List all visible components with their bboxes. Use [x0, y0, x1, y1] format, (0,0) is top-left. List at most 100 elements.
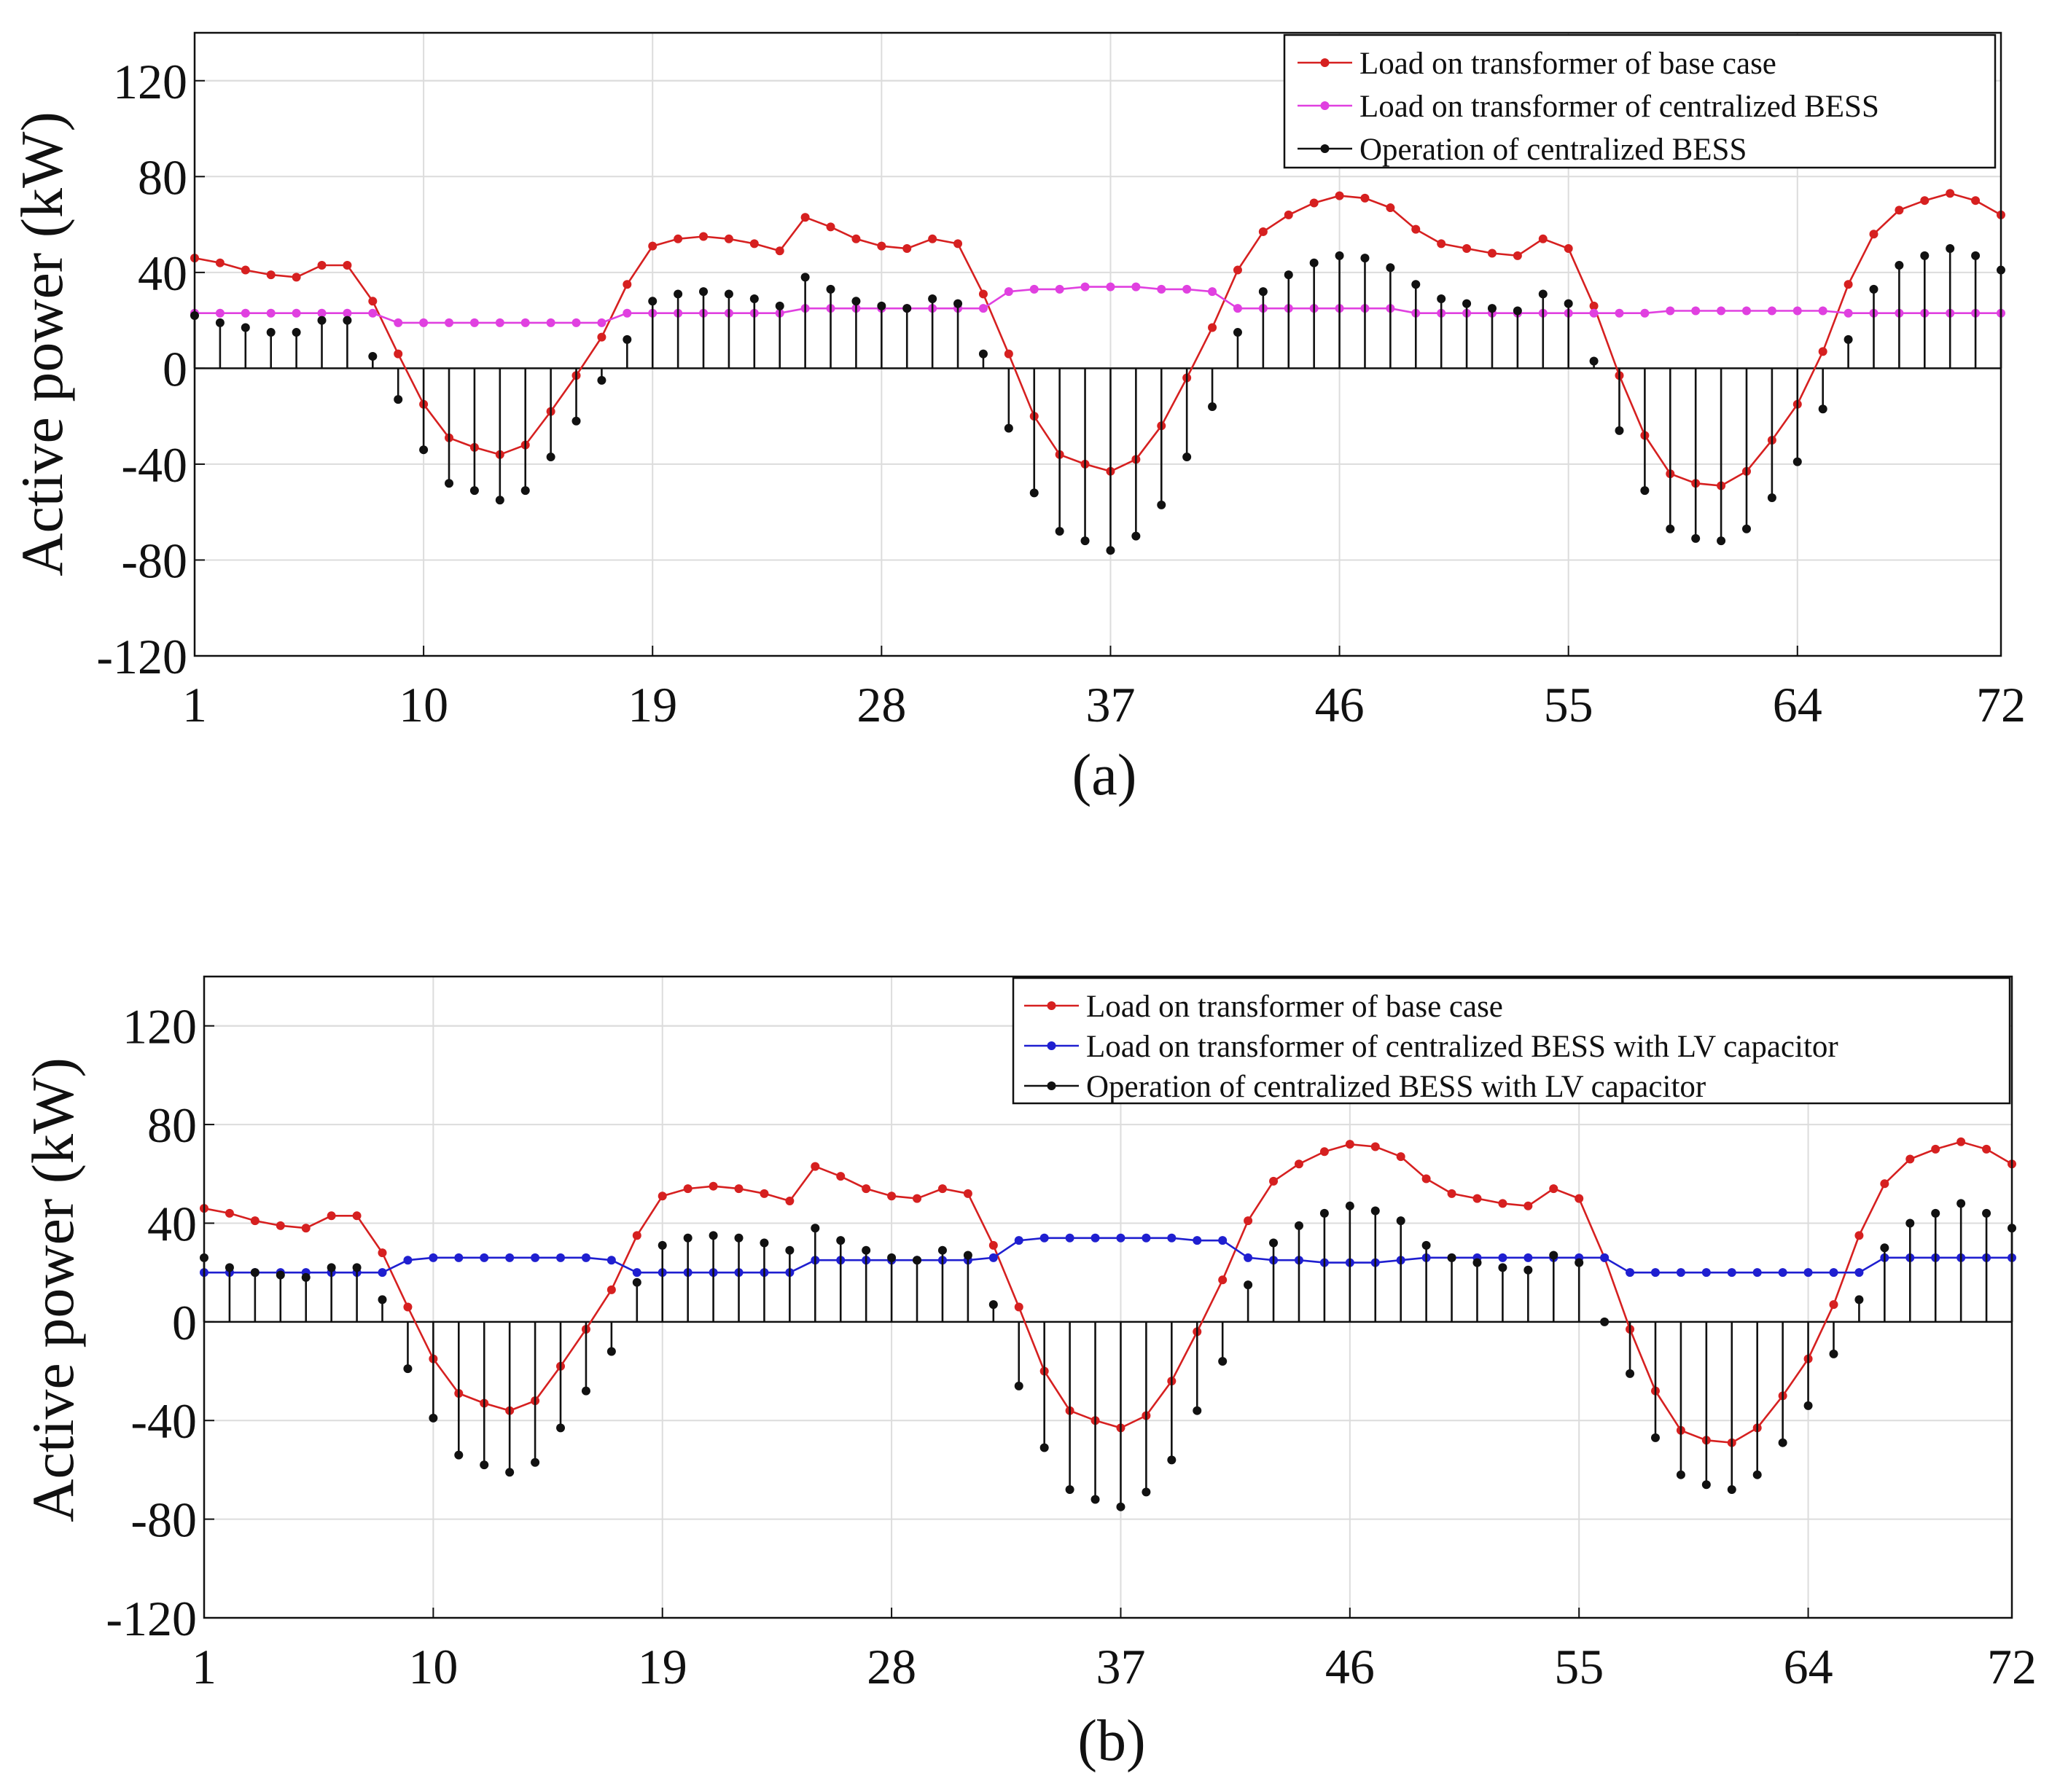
data-point	[683, 1184, 692, 1194]
stem-marker	[699, 287, 709, 297]
data-point	[403, 1302, 413, 1312]
stem-marker	[1752, 1470, 1762, 1479]
stem-marker	[597, 375, 606, 385]
stem-marker	[1335, 251, 1344, 260]
stem-marker	[1741, 524, 1751, 533]
stem-marker	[1778, 1438, 1787, 1447]
data-point	[1396, 1152, 1405, 1162]
stem-marker	[241, 323, 250, 332]
data-point	[1615, 308, 1624, 318]
stem-marker	[1208, 402, 1217, 411]
data-point	[469, 318, 479, 327]
stem-marker	[1360, 254, 1370, 263]
stem-marker	[648, 297, 658, 306]
stem-marker	[531, 1458, 540, 1467]
data-point	[1218, 1236, 1228, 1245]
data-point	[1193, 1236, 1202, 1245]
stem-marker	[469, 486, 479, 496]
legend-label: Load on transformer of base case	[1086, 990, 1503, 1024]
data-point	[378, 1248, 387, 1258]
data-point	[1869, 230, 1878, 239]
data-point	[1564, 243, 1573, 253]
stem-marker	[1956, 1199, 1966, 1208]
data-point	[851, 234, 861, 243]
data-point	[1421, 1174, 1431, 1183]
data-point	[301, 1224, 311, 1233]
data-point	[597, 318, 606, 327]
data-point	[1208, 287, 1217, 297]
data-point	[556, 1253, 566, 1262]
legend-swatch-marker	[1047, 1041, 1056, 1050]
stem-marker	[1411, 280, 1421, 289]
stem-marker	[709, 1231, 718, 1240]
stem-marker	[1691, 533, 1701, 543]
data-point	[571, 318, 581, 327]
stem-marker	[1233, 328, 1242, 337]
data-point	[520, 318, 530, 327]
legend-label: Operation of centralized BESS with LV ca…	[1086, 1070, 1706, 1104]
legend-label: Load on transformer of centralized BESS	[1359, 90, 1879, 124]
data-point	[800, 213, 810, 222]
data-point	[709, 1181, 718, 1191]
x-tick-label: 10	[399, 677, 448, 732]
stem-marker	[978, 349, 988, 359]
x-tick-label: 1	[182, 677, 207, 732]
data-point	[1854, 1231, 1864, 1240]
data-point	[327, 1211, 336, 1221]
stem-marker	[1818, 404, 1827, 414]
data-point	[378, 1268, 387, 1278]
stem-marker	[368, 351, 378, 361]
stem-marker	[292, 328, 301, 337]
data-point	[1818, 347, 1827, 356]
data-point	[953, 239, 963, 249]
stem-marker	[1498, 1263, 1507, 1272]
stem-marker	[1523, 1265, 1533, 1275]
y-tick-label: 80	[138, 149, 187, 205]
y-tick-label: -120	[106, 1591, 197, 1646]
stem-marker	[1549, 1251, 1558, 1260]
x-tick-label: 28	[867, 1639, 916, 1694]
stem-marker	[674, 289, 683, 299]
panel-b: 1 10 19 28 37 46 55 64 72 -120 -80 -40 0 40 80 120 Activ…	[20, 975, 2037, 1773]
data-point	[1284, 210, 1293, 219]
stem-marker	[343, 316, 352, 325]
data-point	[862, 1184, 871, 1194]
panel-a: 1 10 19 28 37 46 55 64 72 -120 -80 -40 0 40 80 120 Activ…	[9, 31, 2026, 807]
data-point	[1091, 1233, 1100, 1243]
x-tick-label: 64	[1784, 1639, 1833, 1694]
stem-marker	[581, 1386, 590, 1396]
data-point	[215, 308, 225, 318]
data-point	[292, 273, 301, 282]
stem-marker	[1869, 284, 1878, 294]
data-point	[1549, 1184, 1558, 1194]
data-point	[1589, 308, 1599, 318]
stem-marker	[317, 316, 327, 325]
data-point	[1931, 1144, 1940, 1154]
data-point	[1829, 1300, 1838, 1310]
stem-marker	[1080, 536, 1090, 546]
data-point	[581, 1253, 590, 1262]
stem-marker	[225, 1263, 234, 1272]
stem-marker	[1640, 486, 1650, 496]
data-point	[225, 1208, 234, 1218]
data-point	[368, 308, 378, 318]
stem-marker	[403, 1364, 413, 1374]
data-point	[250, 1216, 260, 1226]
data-point	[317, 260, 327, 270]
stem-marker	[1462, 299, 1472, 308]
stem-marker	[1615, 426, 1624, 435]
y-tick-label: -80	[121, 533, 187, 588]
data-point	[1854, 1268, 1864, 1278]
data-point	[1233, 304, 1242, 313]
data-point	[913, 1194, 922, 1203]
y-tick-label: 0	[163, 341, 187, 396]
stem-marker	[632, 1278, 641, 1287]
data-point	[1956, 1137, 1966, 1146]
stem-marker	[1258, 287, 1268, 297]
data-point	[734, 1184, 744, 1194]
data-point	[648, 241, 658, 251]
data-point	[1691, 306, 1701, 316]
y-axis-label: Active power (kW)	[9, 111, 75, 576]
data-point	[937, 1184, 947, 1194]
stem-marker	[1294, 1221, 1303, 1230]
